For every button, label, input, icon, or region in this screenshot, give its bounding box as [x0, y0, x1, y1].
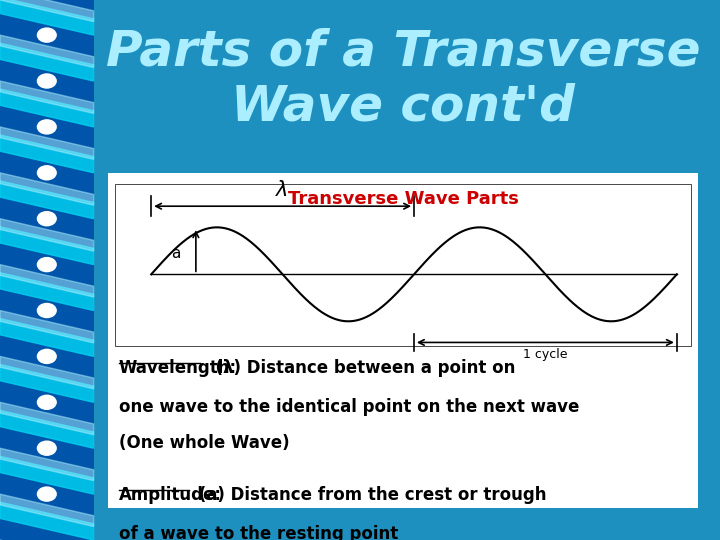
- Text: (λ) Distance between a point on: (λ) Distance between a point on: [204, 359, 515, 377]
- Circle shape: [37, 212, 56, 226]
- Bar: [108, 173, 698, 508]
- Polygon shape: [0, 456, 94, 494]
- Text: Amplitude:: Amplitude:: [119, 486, 222, 504]
- Circle shape: [37, 258, 56, 272]
- Circle shape: [37, 74, 56, 88]
- Polygon shape: [0, 356, 94, 389]
- Circle shape: [37, 166, 56, 180]
- Polygon shape: [0, 219, 94, 251]
- Bar: [0, 0, 94, 540]
- Text: one wave to the identical point on the next wave: one wave to the identical point on the n…: [119, 398, 579, 416]
- Polygon shape: [0, 364, 94, 402]
- Polygon shape: [0, 273, 94, 310]
- Circle shape: [37, 120, 56, 134]
- Polygon shape: [0, 0, 94, 22]
- Circle shape: [37, 441, 56, 455]
- Polygon shape: [0, 89, 94, 127]
- Text: (a) Distance from the crest or trough: (a) Distance from the crest or trough: [193, 486, 546, 504]
- Circle shape: [37, 28, 56, 42]
- Circle shape: [37, 395, 56, 409]
- Circle shape: [37, 487, 56, 501]
- Polygon shape: [0, 502, 94, 540]
- Polygon shape: [0, 135, 94, 173]
- Polygon shape: [0, 227, 94, 265]
- Bar: [115, 184, 691, 346]
- Polygon shape: [0, 43, 94, 81]
- Text: (One whole Wave): (One whole Wave): [119, 434, 289, 451]
- Text: Wavelength:: Wavelength:: [119, 359, 237, 377]
- Text: Transverse Wave Parts: Transverse Wave Parts: [288, 190, 518, 208]
- Text: Parts of a Transverse
Wave cont'd: Parts of a Transverse Wave cont'd: [106, 27, 701, 131]
- Polygon shape: [0, 265, 94, 297]
- Polygon shape: [0, 181, 94, 219]
- Text: 1 cycle: 1 cycle: [523, 348, 567, 361]
- Circle shape: [37, 303, 56, 318]
- Polygon shape: [0, 173, 94, 205]
- Polygon shape: [0, 81, 94, 113]
- Polygon shape: [0, 0, 94, 35]
- Polygon shape: [0, 448, 94, 481]
- Circle shape: [37, 349, 56, 363]
- Polygon shape: [0, 410, 94, 448]
- Polygon shape: [0, 494, 94, 526]
- Text: λ: λ: [276, 180, 289, 200]
- Text: of a wave to the resting point: of a wave to the resting point: [119, 525, 398, 540]
- Polygon shape: [0, 402, 94, 435]
- Polygon shape: [0, 319, 94, 356]
- Text: a: a: [171, 246, 180, 261]
- Polygon shape: [0, 310, 94, 343]
- Polygon shape: [0, 35, 94, 68]
- Polygon shape: [0, 127, 94, 159]
